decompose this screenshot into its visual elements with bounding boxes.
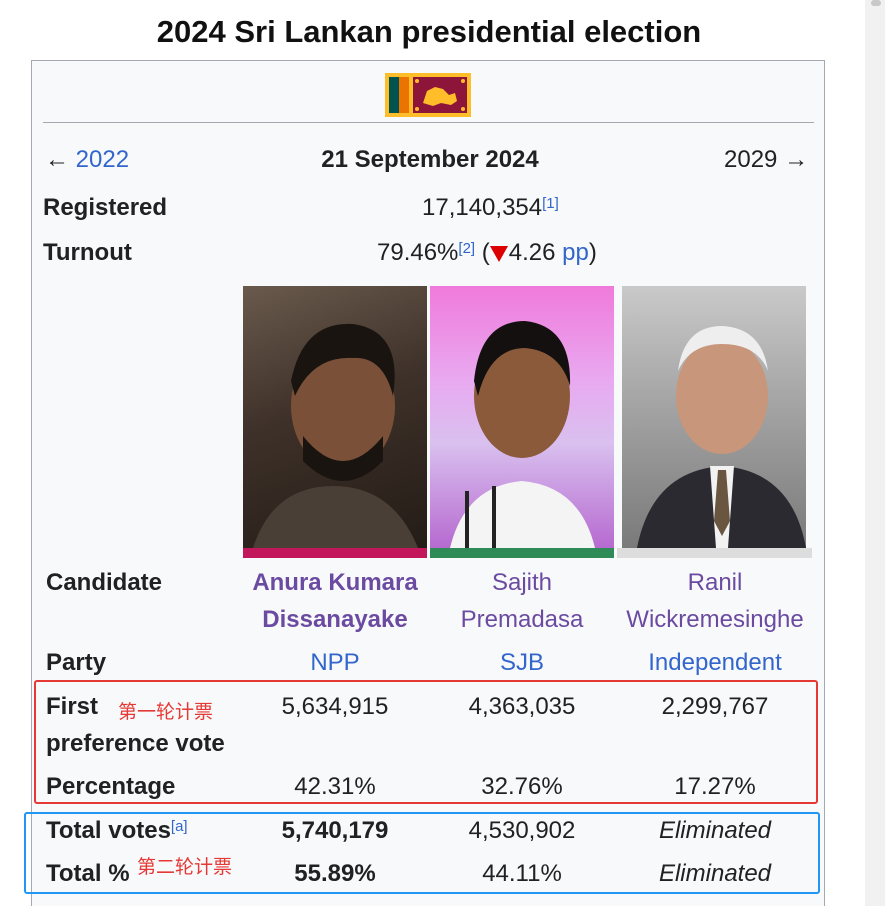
scrollbar-thumb[interactable] — [871, 0, 881, 6]
first-round-highlight-box — [34, 680, 818, 804]
turnout-close-paren: ) — [588, 239, 597, 266]
page-title: 2024 Sri Lankan presidential election — [156, 14, 702, 49]
previous-election-label[interactable]: 2022 — [75, 146, 130, 173]
total-votes-text: Total votes — [46, 817, 171, 844]
total-percent-value-sjb: 44.11% — [482, 860, 562, 887]
party-color-bar-npp — [243, 548, 427, 558]
first-preference-label-line1: First — [46, 693, 99, 720]
candidate-name-line[interactable]: Wickremesinghe — [626, 606, 804, 633]
page-scrollbar[interactable] — [865, 0, 885, 906]
turnout-open-paren: ( — [481, 239, 490, 266]
candidate-name-line[interactable]: Ranil — [687, 569, 743, 596]
registered-label: Registered — [43, 194, 168, 221]
party-link-independent[interactable]: Independent — [648, 649, 782, 676]
election-date: 21 September 2024 — [321, 146, 539, 173]
reference-link-a[interactable]: [a] — [170, 818, 188, 835]
percentage-label: Percentage — [46, 773, 176, 800]
candidate-name-premadasa[interactable]: Sajith Premadasa — [422, 568, 622, 635]
total-percent-value-independent: Eliminated — [658, 860, 772, 887]
decrease-triangle-icon — [489, 245, 508, 262]
candidate-photo-wickremesinghe[interactable] — [622, 286, 806, 548]
right-arrow-icon: → — [784, 146, 809, 173]
party-color-bar-sjb — [430, 548, 614, 558]
percentage-value-independent: 17.27% — [674, 773, 756, 800]
percentage-value-npp: 42.31% — [294, 773, 376, 800]
turnout-label: Turnout — [43, 239, 132, 266]
candidate-name-line[interactable]: Dissanayake — [262, 606, 408, 633]
divider — [43, 122, 814, 123]
second-round-highlight-box — [24, 812, 820, 894]
total-votes-value-sjb: 4,530,902 — [468, 817, 576, 844]
registered-value: 17,140,354[1] — [422, 193, 559, 223]
first-pref-value-sjb: 4,363,035 — [468, 693, 576, 720]
left-arrow-icon: ← — [45, 146, 69, 173]
next-election-link[interactable]: 2029 → — [724, 145, 808, 175]
candidate-name-line[interactable]: Sajith — [491, 569, 553, 596]
party-link-sjb[interactable]: SJB — [499, 649, 544, 676]
total-percent-label: Total % — [46, 860, 130, 887]
first-preference-label-line2: preference vote — [46, 730, 225, 757]
party-link-npp[interactable]: NPP — [310, 649, 360, 676]
party-color-bar-independent — [617, 548, 812, 558]
sri-lanka-flag-image[interactable] — [385, 73, 471, 117]
candidate-photo-dissanayake[interactable] — [243, 286, 427, 548]
previous-election-link[interactable]: ← 2022 — [45, 145, 129, 175]
first-pref-value-independent: 2,299,767 — [661, 693, 769, 720]
turnout-change: 4.26 — [508, 239, 556, 266]
percentage-points-link[interactable]: pp — [562, 239, 589, 266]
registered-number: 17,140,354 — [422, 194, 543, 221]
first-pref-value-npp: 5,634,915 — [281, 693, 389, 720]
candidate-name-wickremesinghe[interactable]: Ranil Wickremesinghe — [610, 568, 820, 635]
first-round-annotation: 第一轮计票 — [118, 701, 214, 723]
total-votes-value-npp: 5,740,179 — [281, 817, 389, 844]
candidate-name-dissanayake[interactable]: Anura Kumara Dissanayake — [236, 568, 434, 635]
total-votes-label: Total votes[a] — [46, 816, 188, 846]
percentage-value-sjb: 32.76% — [481, 773, 563, 800]
turnout-value: 79.46%[2] (4.26 pp) — [377, 238, 597, 268]
candidate-photo-premadasa[interactable] — [430, 286, 614, 548]
reference-link-1[interactable]: [1] — [542, 195, 559, 212]
candidate-name-line[interactable]: Anura Kumara — [252, 569, 418, 596]
total-percent-value-npp: 55.89% — [294, 860, 376, 887]
total-votes-value-independent: Eliminated — [658, 817, 772, 844]
next-election-label[interactable]: 2029 — [724, 146, 778, 173]
candidate-name-line[interactable]: Premadasa — [460, 606, 584, 633]
turnout-percent: 79.46% — [377, 239, 459, 266]
second-round-annotation: 第二轮计票 — [137, 856, 233, 878]
party-label: Party — [46, 649, 107, 676]
candidate-label: Candidate — [46, 569, 163, 596]
reference-link-2[interactable]: [2] — [458, 240, 476, 257]
